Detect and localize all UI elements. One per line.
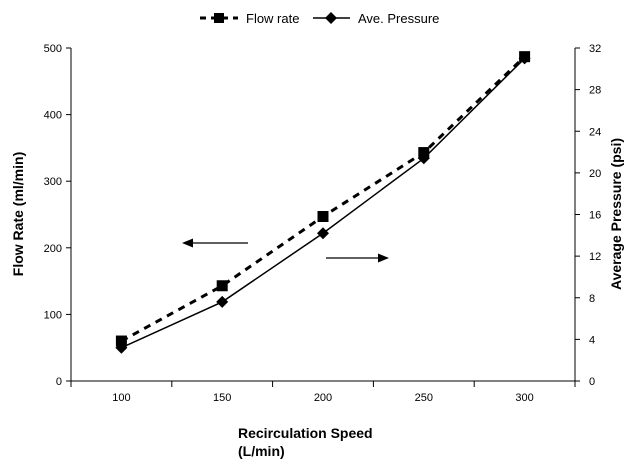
y-left-tick-label: 0 bbox=[56, 376, 62, 388]
x-axis-title-line1: Recirculation Speed bbox=[238, 425, 373, 441]
x-ticks: 100 150 200 250 300 bbox=[70, 381, 576, 404]
y-right-tick-label: 20 bbox=[589, 168, 601, 180]
legend-pressure-marker bbox=[325, 12, 337, 24]
flow-rate-point bbox=[115, 335, 127, 347]
left-arrow-head bbox=[182, 238, 193, 248]
pressure-point bbox=[216, 295, 229, 308]
left-arrow bbox=[182, 238, 248, 248]
y-left-axis-title: Flow Rate (ml/min) bbox=[10, 152, 26, 276]
y-right-tick-label: 16 bbox=[589, 210, 601, 222]
y-right-axis-title: Average Pressure (psi) bbox=[608, 138, 624, 290]
x-tick-label: 300 bbox=[515, 392, 533, 404]
y-left-tick-label: 500 bbox=[44, 43, 62, 55]
x-axis-title-line2: (L/min) bbox=[238, 443, 285, 459]
y-left-ticks: 0 100 200 300 400 500 bbox=[44, 43, 71, 388]
pressure-point bbox=[518, 52, 531, 65]
y-left-tick-label: 400 bbox=[44, 110, 62, 122]
flow-rate-series-line bbox=[120, 55, 526, 343]
pressure-series-line bbox=[121, 57, 526, 349]
flow-rate-point bbox=[216, 280, 228, 292]
y-right-tick-label: 0 bbox=[589, 376, 595, 388]
y-right-tick-label: 12 bbox=[589, 251, 601, 263]
legend-pressure-label: Ave. Pressure bbox=[358, 11, 439, 26]
flow-rate-point bbox=[317, 210, 329, 222]
x-tick-label: 200 bbox=[314, 392, 332, 404]
legend-flow-label: Flow rate bbox=[246, 11, 299, 26]
legend-flow-marker bbox=[214, 13, 224, 23]
right-arrow bbox=[326, 253, 389, 263]
x-tick-label: 250 bbox=[415, 392, 433, 404]
flow-rate-markers bbox=[115, 51, 531, 347]
x-tick-label: 100 bbox=[112, 392, 130, 404]
pressure-markers bbox=[115, 52, 531, 354]
y-right-tick-label: 4 bbox=[589, 334, 595, 346]
y-right-tick-label: 32 bbox=[589, 43, 601, 55]
x-tick-label: 150 bbox=[213, 392, 231, 404]
y-right-tick-label: 8 bbox=[589, 293, 595, 305]
y-left-tick-label: 200 bbox=[44, 243, 62, 255]
y-right-tick-label: 24 bbox=[589, 126, 601, 138]
pressure-point bbox=[317, 227, 329, 240]
y-right-ticks: 0 4 8 12 16 20 24 28 32 bbox=[575, 43, 601, 388]
pressure-point bbox=[115, 341, 128, 354]
y-left-tick-label: 100 bbox=[44, 309, 62, 321]
legend: Flow rate Ave. Pressure bbox=[200, 11, 439, 26]
y-right-tick-label: 28 bbox=[589, 85, 601, 97]
y-left-tick-label: 300 bbox=[44, 176, 62, 188]
pressure-point bbox=[417, 152, 430, 165]
right-arrow-head bbox=[378, 253, 389, 263]
